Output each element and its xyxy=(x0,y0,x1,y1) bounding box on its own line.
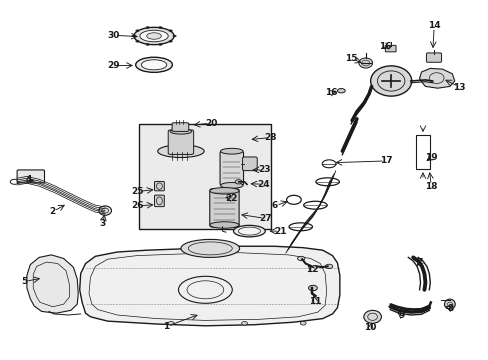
Text: 20: 20 xyxy=(204,118,217,127)
Text: 28: 28 xyxy=(264,133,277,142)
Ellipse shape xyxy=(141,60,166,70)
Polygon shape xyxy=(80,246,339,326)
Circle shape xyxy=(358,58,372,68)
Ellipse shape xyxy=(146,44,149,45)
Text: 1: 1 xyxy=(163,322,169,331)
Ellipse shape xyxy=(136,30,139,32)
Ellipse shape xyxy=(173,35,176,37)
FancyBboxPatch shape xyxy=(209,189,239,227)
Ellipse shape xyxy=(308,285,317,291)
Ellipse shape xyxy=(140,30,168,42)
Text: 8: 8 xyxy=(447,304,453,313)
Text: 12: 12 xyxy=(305,265,318,274)
Ellipse shape xyxy=(444,299,454,309)
Ellipse shape xyxy=(235,180,242,184)
Ellipse shape xyxy=(297,256,305,261)
Text: 17: 17 xyxy=(379,156,392,165)
Text: 7: 7 xyxy=(415,258,422,267)
Ellipse shape xyxy=(238,227,260,235)
Circle shape xyxy=(99,206,111,215)
Ellipse shape xyxy=(233,225,264,237)
Ellipse shape xyxy=(220,183,243,188)
FancyBboxPatch shape xyxy=(154,181,164,191)
FancyBboxPatch shape xyxy=(385,45,395,52)
Ellipse shape xyxy=(146,33,161,39)
Ellipse shape xyxy=(158,44,162,45)
Text: 5: 5 xyxy=(21,277,27,286)
Text: 11: 11 xyxy=(308,297,321,306)
Text: 24: 24 xyxy=(257,180,270,189)
Ellipse shape xyxy=(181,239,239,257)
Ellipse shape xyxy=(168,321,174,325)
Text: 23: 23 xyxy=(257,165,270,174)
Circle shape xyxy=(363,310,381,323)
FancyBboxPatch shape xyxy=(172,123,188,131)
Ellipse shape xyxy=(220,148,243,154)
FancyBboxPatch shape xyxy=(17,170,44,183)
Text: 15: 15 xyxy=(344,54,357,63)
Text: 9: 9 xyxy=(398,311,405,320)
Ellipse shape xyxy=(131,35,135,37)
Text: 19: 19 xyxy=(424,153,437,162)
Text: 16: 16 xyxy=(325,88,337,97)
Text: 14: 14 xyxy=(427,21,440,30)
Ellipse shape xyxy=(209,188,239,194)
Ellipse shape xyxy=(168,30,172,32)
Text: 27: 27 xyxy=(259,214,272,223)
Ellipse shape xyxy=(136,57,172,72)
FancyBboxPatch shape xyxy=(426,53,441,62)
Ellipse shape xyxy=(337,89,345,93)
Text: 16: 16 xyxy=(378,41,391,50)
Ellipse shape xyxy=(170,129,191,134)
Ellipse shape xyxy=(209,222,239,228)
Ellipse shape xyxy=(300,321,305,325)
Ellipse shape xyxy=(168,40,172,42)
Ellipse shape xyxy=(146,27,149,28)
FancyBboxPatch shape xyxy=(154,195,164,207)
Circle shape xyxy=(370,66,411,96)
Text: 26: 26 xyxy=(131,202,144,210)
Text: 22: 22 xyxy=(225,194,238,203)
Text: 21: 21 xyxy=(274,227,286,236)
Text: 30: 30 xyxy=(107,31,120,40)
Text: 3: 3 xyxy=(100,219,105,228)
Text: 10: 10 xyxy=(364,323,376,332)
Text: 25: 25 xyxy=(131,187,144,196)
Text: 13: 13 xyxy=(452,83,465,91)
Ellipse shape xyxy=(325,264,332,269)
Ellipse shape xyxy=(157,145,204,158)
Text: 6: 6 xyxy=(271,202,277,210)
Ellipse shape xyxy=(136,40,139,42)
Ellipse shape xyxy=(241,321,247,325)
Polygon shape xyxy=(27,255,78,313)
Text: 29: 29 xyxy=(107,61,120,70)
Polygon shape xyxy=(419,68,454,88)
FancyBboxPatch shape xyxy=(139,124,271,229)
Bar xyxy=(415,135,429,169)
Text: 4: 4 xyxy=(25,175,32,184)
FancyBboxPatch shape xyxy=(220,151,243,185)
Ellipse shape xyxy=(134,27,174,45)
Text: 2: 2 xyxy=(50,207,56,216)
FancyBboxPatch shape xyxy=(168,130,193,154)
FancyBboxPatch shape xyxy=(242,157,257,171)
Ellipse shape xyxy=(158,27,162,28)
Text: 18: 18 xyxy=(424,182,437,191)
